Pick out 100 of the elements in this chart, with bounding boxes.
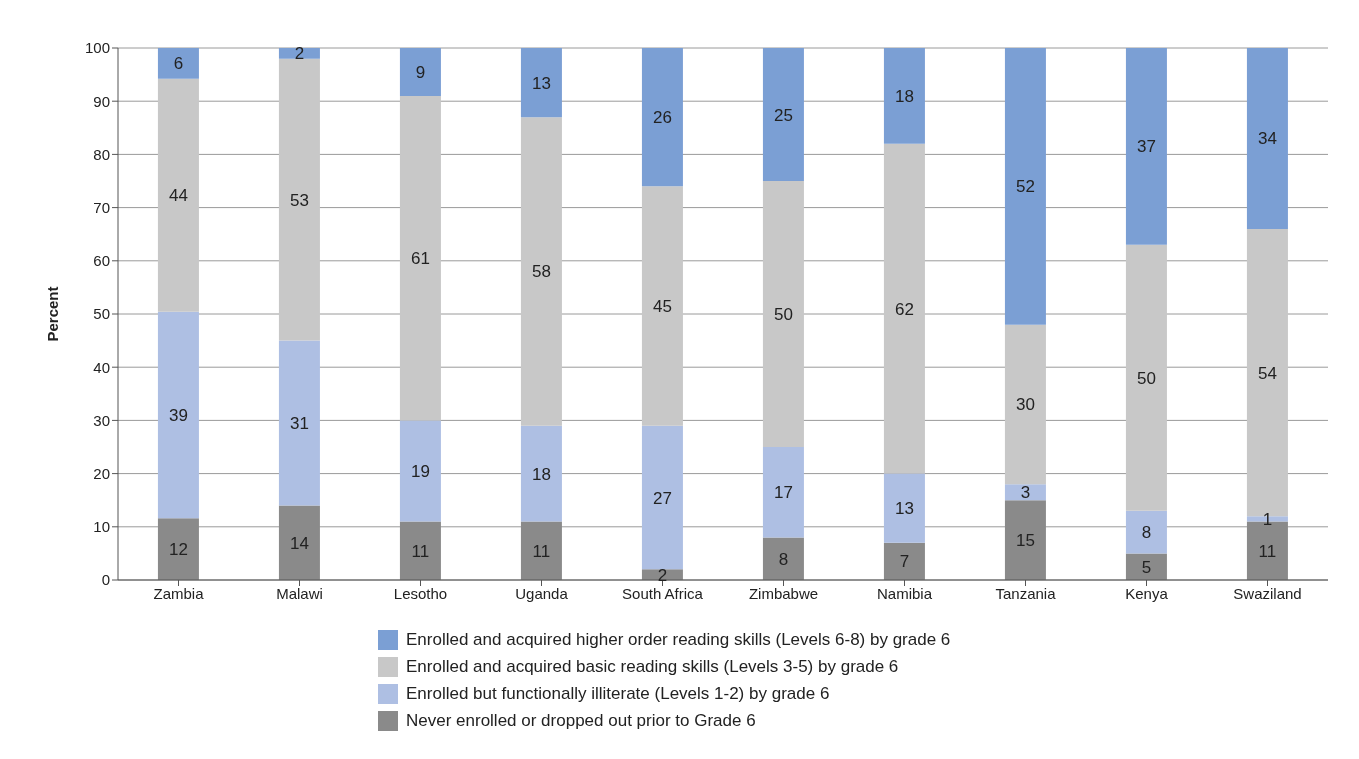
x-tick-label: Lesotho xyxy=(393,584,448,602)
data-label: 14 xyxy=(289,533,309,553)
bar xyxy=(399,521,441,580)
data-label: 52 xyxy=(1015,177,1035,197)
y-tick-label: 100 xyxy=(84,39,110,57)
bar xyxy=(399,48,441,96)
bar xyxy=(399,95,441,421)
bar xyxy=(762,447,804,538)
bar xyxy=(278,48,320,59)
bar xyxy=(1004,484,1046,501)
y-tick-label: 90 xyxy=(93,92,110,110)
bar xyxy=(1125,48,1167,245)
bar xyxy=(1004,500,1046,580)
y-tick-label: 50 xyxy=(93,305,110,323)
data-label: 34 xyxy=(1257,129,1277,149)
y-tick-label: 60 xyxy=(93,252,110,270)
data-label: 18 xyxy=(894,86,914,106)
bar xyxy=(278,505,320,580)
data-label: 26 xyxy=(652,108,672,128)
y-axis-title: Percent xyxy=(44,286,62,342)
data-label: 17 xyxy=(773,483,793,503)
x-tick-label: Zambia xyxy=(153,584,205,602)
data-label: 54 xyxy=(1257,363,1277,383)
bar xyxy=(1004,48,1046,325)
bar xyxy=(520,425,562,522)
y-tick-label: 30 xyxy=(93,411,110,429)
bar xyxy=(157,78,199,312)
bar xyxy=(520,521,562,580)
legend-label: Enrolled but functionally illiterate (Levels 1-2) by grade 6 xyxy=(406,684,830,704)
data-label: 30 xyxy=(1015,395,1035,415)
data-label: 31 xyxy=(289,414,309,434)
bar xyxy=(1246,48,1288,229)
legend-label: Enrolled and acquired higher order reading skills (Levels 6-8) by grade 6 xyxy=(406,630,951,650)
legend-label: Never enrolled or dropped out prior to Grade 6 xyxy=(406,711,756,731)
data-label: 50 xyxy=(773,305,793,325)
data-label: 25 xyxy=(773,105,793,125)
data-label: 5 xyxy=(1141,557,1152,577)
bar xyxy=(1125,244,1167,511)
data-label: 45 xyxy=(652,297,672,317)
data-label: 8 xyxy=(778,549,789,569)
bar xyxy=(157,48,199,79)
y-tick-label: 80 xyxy=(93,145,110,163)
x-tick-label: Zimbabwe xyxy=(748,584,819,602)
x-tick-label: Malawi xyxy=(276,584,323,602)
data-label: 11 xyxy=(532,541,551,561)
data-label: 37 xyxy=(1136,137,1156,157)
data-label: 62 xyxy=(894,299,914,319)
data-label: 50 xyxy=(1136,368,1156,388)
bar xyxy=(157,518,199,580)
bar xyxy=(520,48,562,118)
bar xyxy=(641,186,683,426)
data-label: 58 xyxy=(531,262,551,282)
data-label: 44 xyxy=(168,186,188,206)
bar xyxy=(1004,324,1046,485)
x-tick-label: Namibia xyxy=(876,584,933,602)
data-label: 27 xyxy=(652,488,672,508)
bar xyxy=(1125,510,1167,554)
data-label: 13 xyxy=(531,73,551,93)
bar xyxy=(157,311,199,519)
bar xyxy=(762,537,804,580)
data-label: 11 xyxy=(1258,541,1277,561)
bar xyxy=(762,48,804,181)
data-label: 2 xyxy=(294,44,305,64)
bar xyxy=(762,181,804,447)
data-label: 8 xyxy=(1141,523,1152,543)
data-label: 12 xyxy=(168,540,188,560)
y-tick-label: 40 xyxy=(93,358,110,376)
x-tick-label: Tanzania xyxy=(995,584,1057,602)
data-label: 6 xyxy=(173,54,184,74)
bar xyxy=(278,58,320,341)
bar xyxy=(883,48,925,144)
data-label: 53 xyxy=(289,190,309,210)
x-tick-label: Kenya xyxy=(1125,584,1169,602)
data-label: 2 xyxy=(657,565,668,585)
data-label: 7 xyxy=(899,552,910,572)
y-tick-label: 70 xyxy=(93,198,110,216)
bar xyxy=(399,420,441,522)
data-label: 13 xyxy=(894,499,914,519)
data-label: 61 xyxy=(410,249,430,269)
bar xyxy=(641,48,683,187)
bar xyxy=(883,473,925,543)
bar xyxy=(883,143,925,474)
data-label: 15 xyxy=(1015,531,1035,551)
bar xyxy=(278,340,320,506)
data-label: 3 xyxy=(1020,483,1031,503)
data-label: 39 xyxy=(168,406,188,426)
y-tick-label: 0 xyxy=(101,571,110,589)
data-label: 11 xyxy=(411,541,430,561)
legend-label: Enrolled and acquired basic reading skills (Levels 3-5) by grade 6 xyxy=(406,657,899,677)
data-label: 1 xyxy=(1262,509,1273,529)
bar xyxy=(883,542,925,580)
bar xyxy=(641,425,683,570)
x-tick-label: South Africa xyxy=(622,584,704,602)
x-tick-label: Uganda xyxy=(515,584,569,602)
y-tick-label: 10 xyxy=(93,518,110,536)
data-label: 18 xyxy=(531,464,551,484)
bar xyxy=(1125,553,1167,580)
x-tick-label: Swaziland xyxy=(1233,584,1302,602)
data-label: 9 xyxy=(415,62,426,82)
bar xyxy=(520,117,562,426)
